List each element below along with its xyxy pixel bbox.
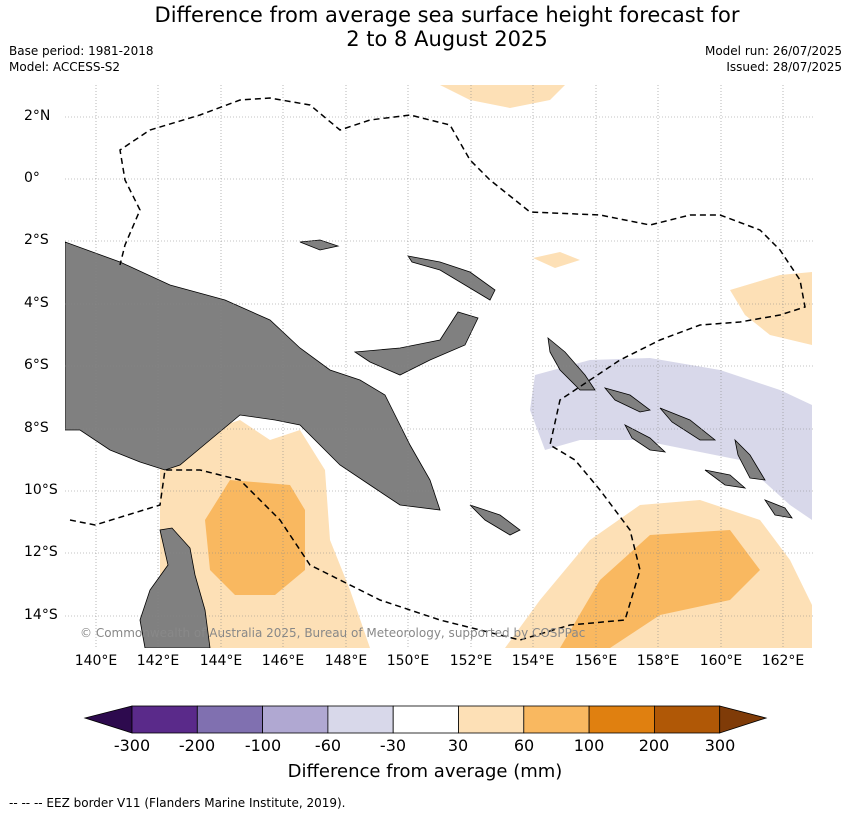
colorbar-label: -60 xyxy=(314,736,342,755)
colorbar-extend-high xyxy=(719,705,768,734)
solomon-islands-land xyxy=(603,387,793,519)
manus-land xyxy=(299,239,340,251)
anomaly-60-100-se xyxy=(560,530,760,648)
colorbar-segment xyxy=(131,705,198,734)
lat-tick: 14°S xyxy=(24,607,58,623)
map-title: Difference from average sea surface heig… xyxy=(0,3,850,51)
colorbar-label: 30 xyxy=(447,736,469,755)
lat-tick: 2°N xyxy=(24,108,51,124)
lat-tick: 12°S xyxy=(24,544,58,560)
lat-tick: 10°S xyxy=(24,482,58,498)
lat-tick: 4°S xyxy=(24,295,49,311)
lon-tick: 152°E xyxy=(449,653,493,669)
lon-tick: 160°E xyxy=(699,653,743,669)
meta-right: Model run: 26/07/2025 Issued: 28/07/2025 xyxy=(705,43,842,75)
colorbar-label: -200 xyxy=(178,736,216,755)
lat-tick: 8°S xyxy=(24,420,49,436)
colorbar-segment xyxy=(588,705,655,734)
colorbar-segment xyxy=(654,705,721,734)
lon-tick: 148°E xyxy=(324,653,368,669)
anomaly-neg-30-60 xyxy=(530,358,812,520)
colorbar-segment xyxy=(196,705,264,734)
lon-tick: 140°E xyxy=(74,653,118,669)
lon-tick: 154°E xyxy=(511,653,555,669)
lat-tick: 2°S xyxy=(24,232,49,248)
colorbar-segment xyxy=(523,705,590,734)
lon-tick: 158°E xyxy=(636,653,680,669)
colorbar-title: Difference from average (mm) xyxy=(287,761,563,782)
louisiade-land xyxy=(469,504,521,536)
anomaly-30-60-top xyxy=(440,85,565,108)
lon-tick: 150°E xyxy=(386,653,430,669)
colorbar xyxy=(83,705,768,734)
new-ireland-land xyxy=(407,255,496,301)
meta-left: Base period: 1981-2018 Model: ACCESS-S2 xyxy=(9,43,154,75)
colorbar-label: 60 xyxy=(513,736,535,755)
colorbar-segment xyxy=(262,705,329,734)
colorbar-label: -30 xyxy=(379,736,407,755)
anomaly-60-100-sw xyxy=(205,480,305,595)
new-britain-land xyxy=(353,311,479,376)
colorbar-label: -300 xyxy=(113,736,151,755)
lat-tick: 6°S xyxy=(24,357,49,373)
eez-footnote: -- -- -- EEZ border V11 (Flanders Marine… xyxy=(9,796,346,810)
graticule xyxy=(65,85,813,648)
lat-tick: 0° xyxy=(24,170,40,186)
model-name: Model: ACCESS-S2 xyxy=(9,60,121,74)
lon-tick: 144°E xyxy=(199,653,243,669)
title-line-1: Difference from average sea surface heig… xyxy=(154,3,740,27)
issued-date: Issued: 28/07/2025 xyxy=(726,60,842,74)
colorbar-extend-low xyxy=(83,705,133,734)
title-line-2: 2 to 8 August 2025 xyxy=(346,27,548,51)
lon-tick: 156°E xyxy=(574,653,618,669)
lon-tick: 146°E xyxy=(261,653,305,669)
anomaly-30-60-spot xyxy=(533,252,580,268)
australia-cape-york-land xyxy=(139,527,211,648)
colorbar-label: 100 xyxy=(573,736,605,755)
lon-tick: 162°E xyxy=(761,653,805,669)
colorbar-label: 200 xyxy=(638,736,670,755)
bougainville-land xyxy=(547,337,596,391)
copyright-notice: © Commonwealth of Australia 2025, Bureau… xyxy=(80,626,586,640)
lon-tick: 142°E xyxy=(136,653,180,669)
colorbar-segment xyxy=(392,705,459,734)
colorbar-segment xyxy=(327,705,394,734)
colorbar-label: -100 xyxy=(244,736,282,755)
colorbar-label: 300 xyxy=(704,736,736,755)
model-run: Model run: 26/07/2025 xyxy=(704,44,842,58)
colorbar-segment xyxy=(458,705,525,734)
eez-border xyxy=(69,97,806,641)
anomaly-30-60-east xyxy=(730,272,812,345)
base-period: Base period: 1981-2018 xyxy=(9,44,154,58)
